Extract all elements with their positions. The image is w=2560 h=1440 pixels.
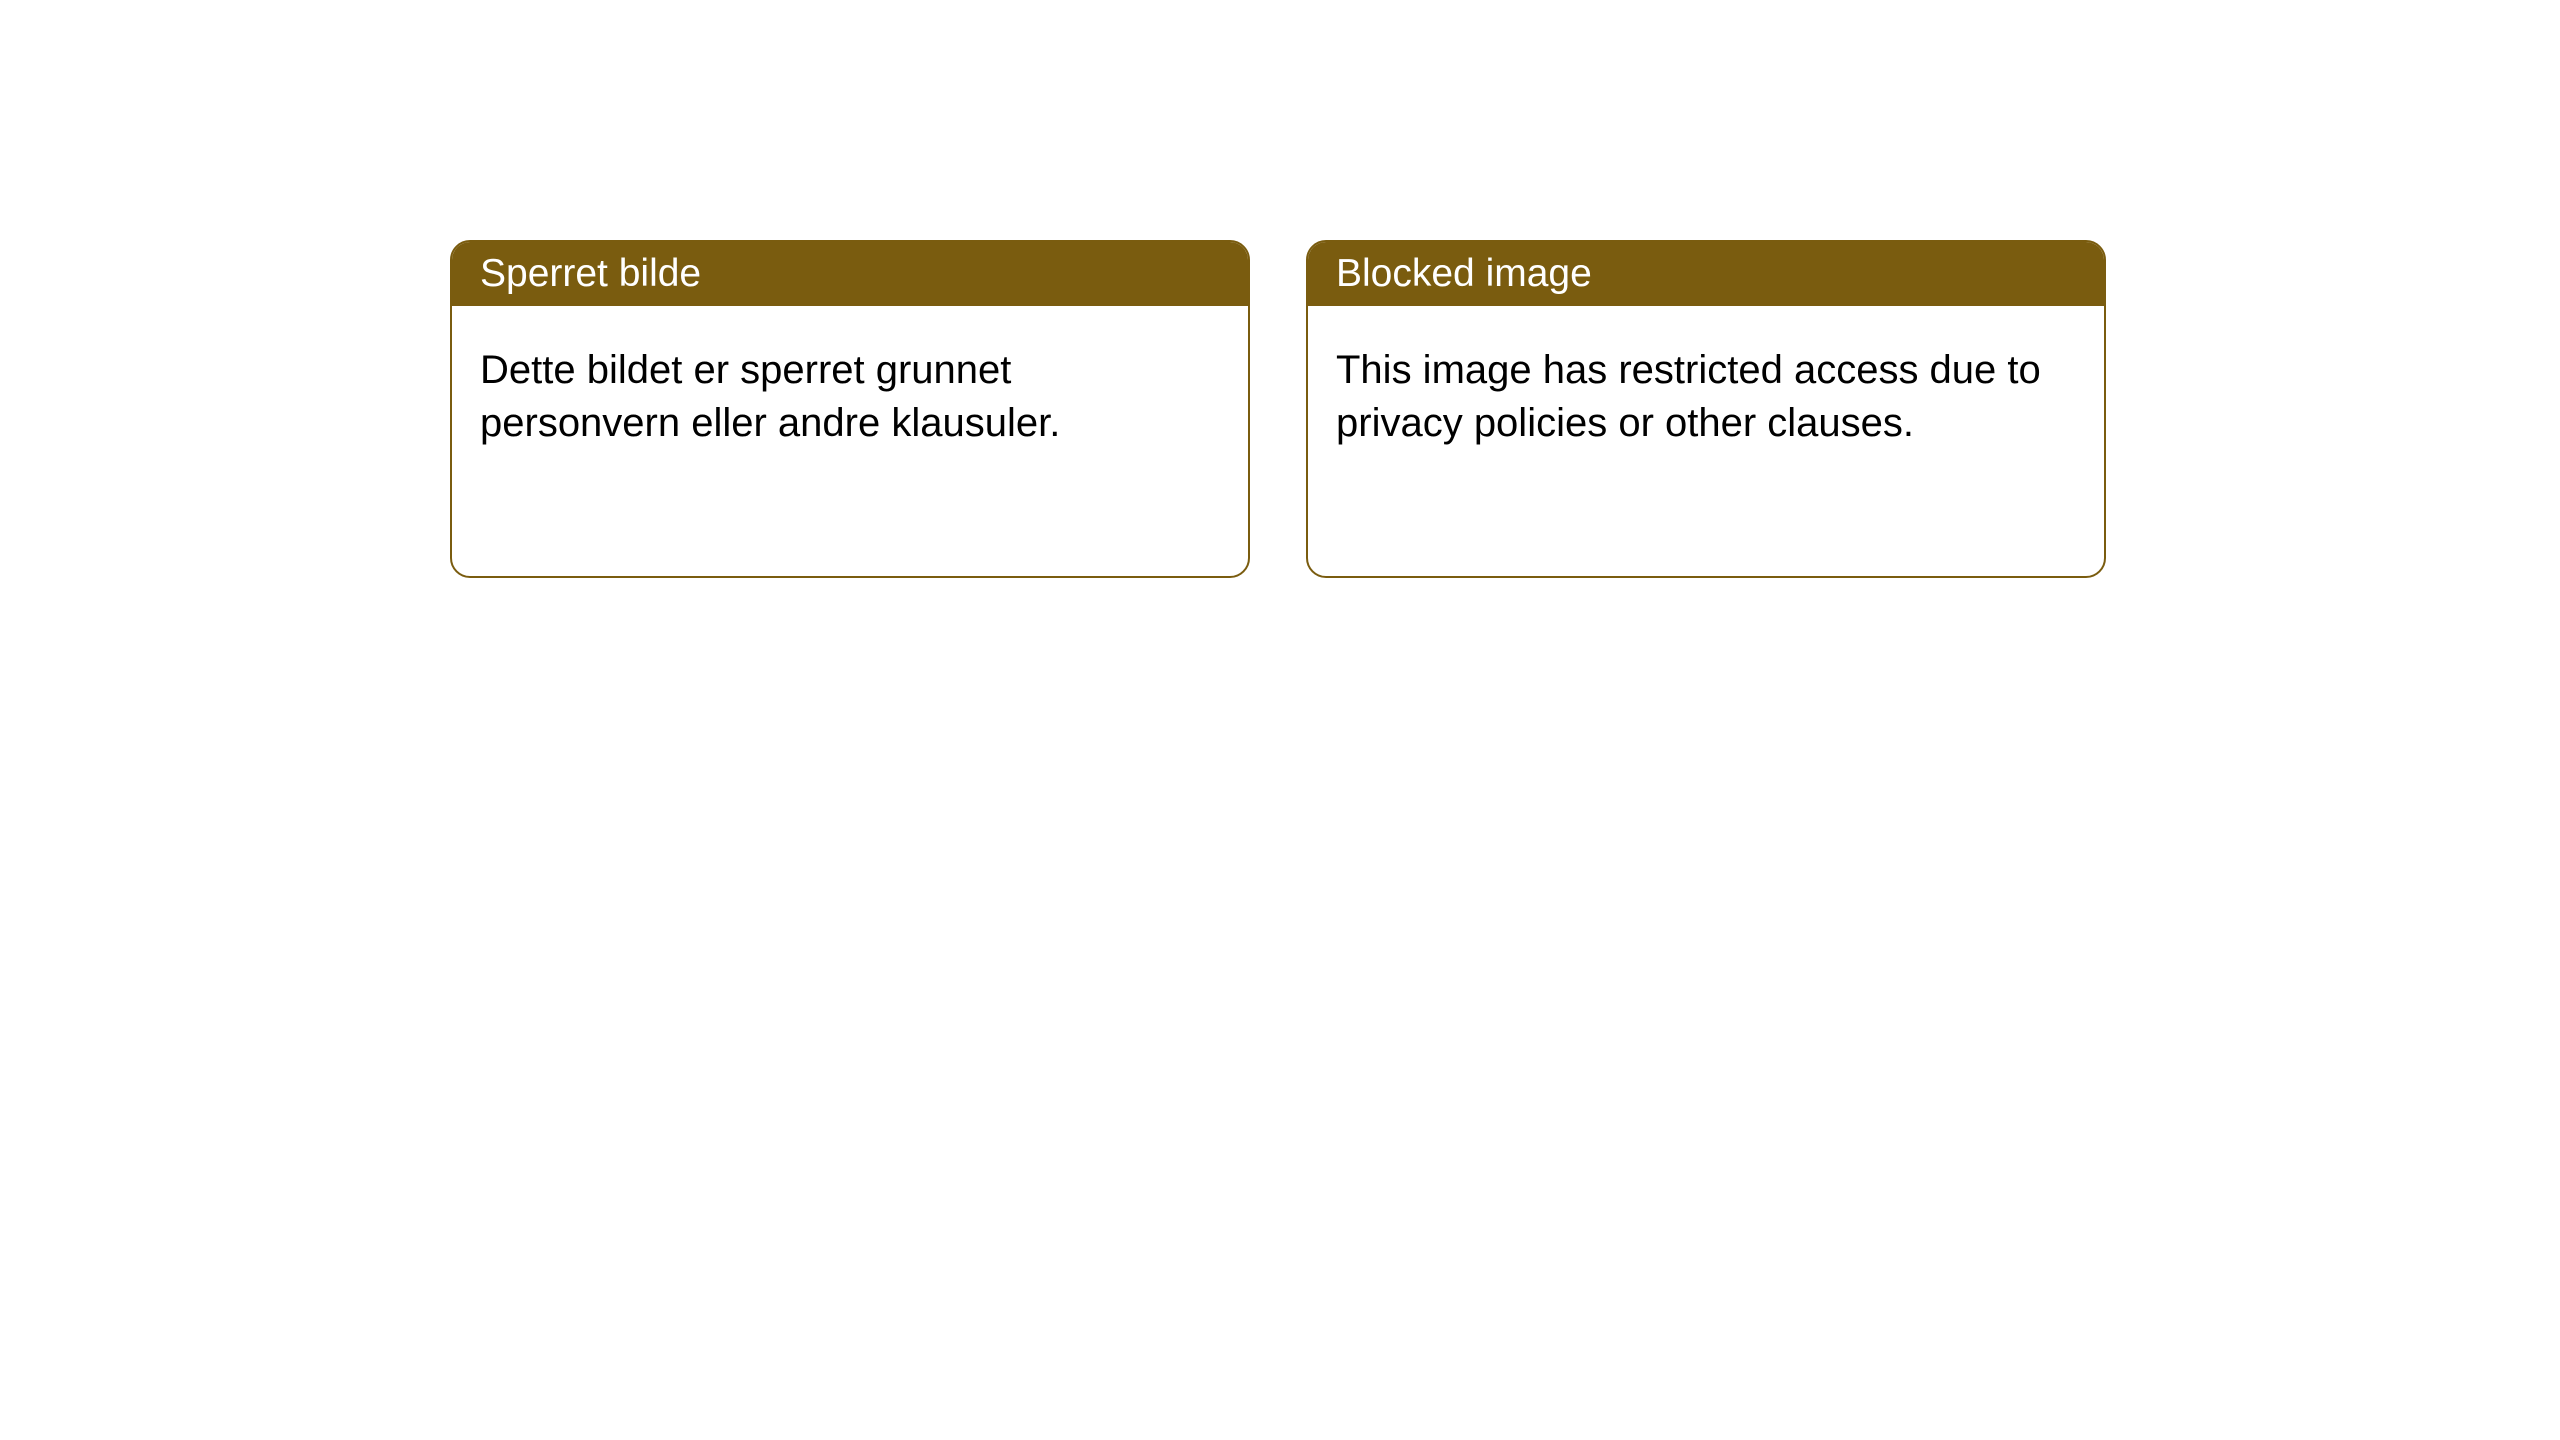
card-title: Blocked image (1336, 252, 1592, 295)
card-title: Sperret bilde (480, 252, 701, 295)
card-header: Blocked image (1308, 242, 2104, 306)
card-body-text: Dette bildet er sperret grunnet personve… (480, 348, 1060, 445)
card-header: Sperret bilde (452, 242, 1248, 306)
card-body: Dette bildet er sperret grunnet personve… (452, 306, 1248, 576)
notice-container: Sperret bilde Dette bildet er sperret gr… (450, 240, 2106, 578)
card-body: This image has restricted access due to … (1308, 306, 2104, 576)
card-body-text: This image has restricted access due to … (1336, 348, 2041, 445)
notice-card-norwegian: Sperret bilde Dette bildet er sperret gr… (450, 240, 1250, 578)
notice-card-english: Blocked image This image has restricted … (1306, 240, 2106, 578)
